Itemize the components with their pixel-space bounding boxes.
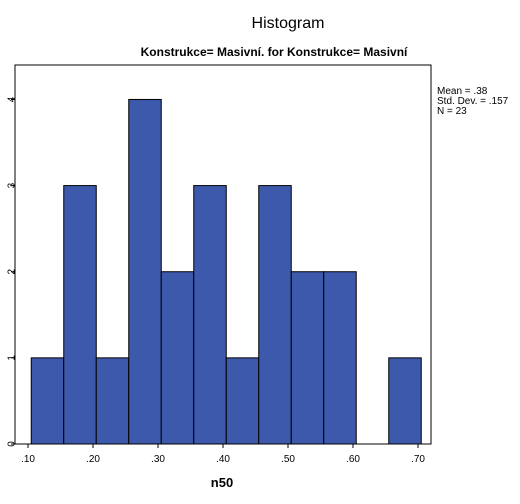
histogram-bar bbox=[63, 185, 97, 445]
histogram-bars bbox=[30, 98, 422, 445]
x-axis-ticks: .10 .20 .30 .40 .50 .60 .70 bbox=[21, 444, 425, 465]
y-axis-ticks: 0 1 2 3 4 bbox=[7, 96, 18, 447]
stats-box: Mean = .38 Std. Dev. = .157 N = 23 bbox=[437, 86, 509, 117]
x-axis-label: n50 bbox=[211, 475, 233, 490]
histogram-bar bbox=[128, 98, 162, 445]
histogram-bar bbox=[193, 185, 227, 445]
stats-mean: Mean = .38 bbox=[437, 86, 488, 97]
chart-subtitle: Konstrukce= Masivní. for Konstrukce= Mas… bbox=[141, 45, 408, 59]
stats-n: N = 23 bbox=[437, 106, 467, 117]
histogram-bar bbox=[388, 357, 422, 445]
x-tick-label: .40 bbox=[216, 454, 230, 465]
histogram-bar bbox=[95, 357, 130, 445]
histogram-bar bbox=[160, 271, 195, 445]
histogram-bar bbox=[258, 185, 292, 445]
histogram-bar bbox=[290, 271, 325, 445]
x-tick-label: .60 bbox=[346, 454, 360, 465]
histogram-bar bbox=[225, 357, 260, 445]
x-tick-label: .50 bbox=[281, 454, 295, 465]
y-tick-label: 0 bbox=[7, 441, 18, 447]
y-tick-label: 4 bbox=[7, 96, 18, 102]
y-tick-label: 3 bbox=[7, 182, 18, 188]
x-tick-label: .20 bbox=[86, 454, 100, 465]
y-tick-label: 2 bbox=[7, 269, 18, 275]
histogram-bar bbox=[323, 271, 357, 445]
x-tick-label: .30 bbox=[151, 454, 165, 465]
y-tick-label: 1 bbox=[7, 355, 18, 361]
chart-title: Histogram bbox=[252, 15, 325, 32]
stats-std-dev: Std. Dev. = .157 bbox=[437, 96, 509, 107]
histogram-bar bbox=[30, 357, 65, 445]
x-tick-label: .10 bbox=[21, 454, 35, 465]
x-tick-label: .70 bbox=[411, 454, 425, 465]
